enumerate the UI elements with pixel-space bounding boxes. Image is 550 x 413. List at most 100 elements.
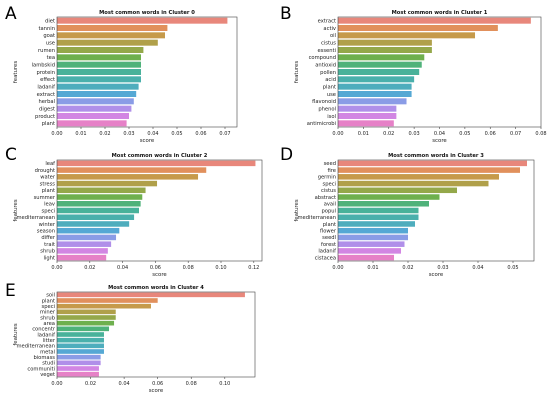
- bar-extract: [57, 90, 137, 97]
- bar-pollen: [338, 68, 420, 75]
- panel-letter: A: [5, 4, 17, 24]
- category-label: seed: [324, 161, 336, 167]
- bar-communiti: [57, 366, 99, 371]
- category-label: concentr: [32, 327, 56, 333]
- bar-season: [57, 227, 120, 234]
- bar-abstract: [338, 194, 440, 200]
- bar-flavonoid: [338, 98, 407, 105]
- bar-herbal: [57, 98, 134, 105]
- bar-stress: [57, 180, 158, 187]
- bar-essenti: [338, 46, 432, 53]
- bar-shrub: [57, 248, 108, 254]
- bar-speci: [338, 180, 489, 187]
- x-tick-label: 0.04: [147, 131, 158, 137]
- category-label: use: [327, 92, 336, 98]
- category-label: studi: [42, 361, 55, 367]
- category-label: area: [43, 321, 55, 327]
- bar-effect: [57, 76, 141, 83]
- y-axis-label: features: [294, 61, 300, 83]
- x-tick-label: 0.04: [119, 381, 130, 387]
- bar-compound: [338, 54, 425, 61]
- category-label: germin: [318, 175, 336, 181]
- panel-b: B Most common words in Cluster 1 extract ac…: [280, 4, 547, 144]
- category-label: fire: [328, 168, 336, 174]
- category-label: speci: [323, 181, 336, 187]
- bar-flower: [338, 227, 408, 234]
- category-label: drought: [35, 168, 55, 174]
- category-label: essenti: [317, 48, 336, 54]
- bar-avail: [338, 201, 429, 207]
- category-label: diet: [45, 18, 55, 24]
- x-tick-label: 0.05: [459, 131, 470, 137]
- bar-goat: [57, 32, 165, 39]
- bar-tannin: [57, 24, 168, 31]
- bar-phenol: [338, 105, 397, 112]
- bar-isol: [338, 112, 397, 119]
- category-label: mediterranean: [16, 344, 55, 350]
- bar-biomass: [57, 354, 101, 360]
- category-label: seedl: [322, 235, 336, 241]
- category-label: popul: [322, 208, 337, 214]
- category-label: mediterranean: [297, 215, 336, 221]
- category-label: stress: [40, 181, 56, 187]
- x-tick-label: 0.02: [402, 265, 413, 271]
- category-label: communiti: [27, 366, 55, 372]
- bar-acid: [338, 76, 415, 83]
- category-label: tea: [47, 55, 55, 61]
- category-label: light: [44, 255, 56, 261]
- bar-plant: [57, 298, 158, 303]
- category-label: soil: [46, 293, 55, 299]
- bar-ladanif: [338, 248, 401, 254]
- bar-speci: [57, 303, 151, 309]
- category-label: biomass: [33, 355, 55, 361]
- x-tick-label: 0.06: [195, 131, 206, 137]
- category-label: digest: [39, 106, 55, 112]
- x-tick-label: 0.12: [248, 265, 259, 271]
- bar-antioxid: [338, 61, 422, 68]
- y-axis-label: features: [13, 199, 19, 221]
- bar-plant: [338, 221, 415, 227]
- bar-germin: [338, 174, 499, 180]
- bar-leav: [57, 201, 141, 207]
- category-label: antioxid: [315, 62, 336, 68]
- x-tick-label: 0.01: [75, 131, 86, 137]
- x-axis-label: score: [152, 272, 167, 278]
- bar-popul: [338, 207, 419, 214]
- x-axis-label: score: [140, 138, 155, 144]
- category-label: tannin: [38, 26, 55, 32]
- bar-cistus: [338, 39, 432, 46]
- x-tick-label: 0.00: [332, 131, 343, 137]
- x-tick-label: 0.02: [84, 265, 95, 271]
- category-label: plant: [323, 222, 336, 228]
- category-label: shrub: [40, 315, 55, 321]
- bar-drought: [57, 167, 207, 173]
- x-tick-label: 0.00: [51, 265, 62, 271]
- category-label: pollen: [320, 70, 336, 76]
- x-tick-label: 0.00: [332, 265, 343, 271]
- bar-extract: [338, 17, 531, 24]
- x-tick-label: 0.07: [219, 131, 230, 137]
- category-label: extract: [37, 92, 55, 98]
- panel-letter: B: [280, 4, 292, 24]
- x-tick-label: 0.02: [99, 131, 110, 137]
- plot-frame: [56, 291, 256, 378]
- x-tick-label: 0.06: [152, 381, 163, 387]
- category-label: activ: [323, 26, 336, 32]
- category-label: effect: [40, 77, 55, 83]
- category-label: protein: [37, 70, 55, 76]
- bar-lambskid: [57, 61, 141, 68]
- x-tick-label: 0.00: [51, 381, 62, 387]
- panel-title: Most common words in Cluster 1: [392, 10, 488, 16]
- bar-ladanif: [57, 83, 139, 90]
- x-axis-label: score: [429, 272, 444, 278]
- category-label: cistus: [321, 188, 336, 194]
- x-tick-label: 0.05: [171, 131, 182, 137]
- bar-winter: [57, 221, 130, 227]
- category-label: rumen: [38, 48, 55, 54]
- category-label: phenol: [318, 106, 336, 112]
- bar-protein: [57, 68, 141, 75]
- category-label: trait: [44, 242, 55, 248]
- bar-mediterranean: [338, 214, 419, 220]
- bar-differ: [57, 234, 117, 241]
- x-tick-label: 0.02: [383, 131, 394, 137]
